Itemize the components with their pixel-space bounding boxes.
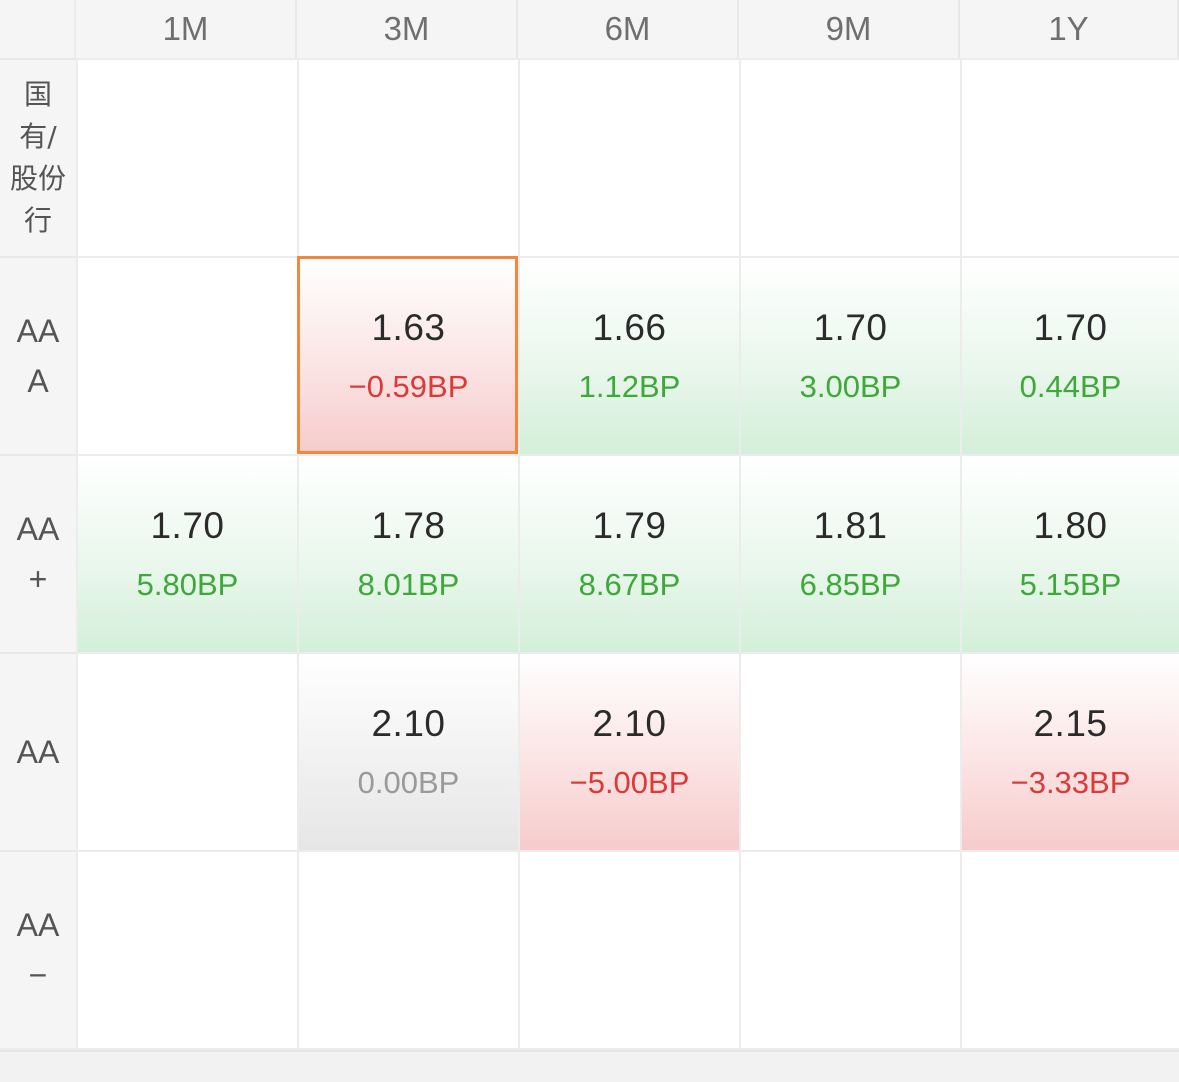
rate-cell-aa-9m[interactable] xyxy=(739,652,960,850)
rate-cell-aa-1m[interactable] xyxy=(76,652,297,850)
rate-cell-state-joint-stock-bank-3m[interactable] xyxy=(297,58,518,256)
rate-cell-aaa-1y[interactable]: 1.70 0.44BP xyxy=(960,256,1179,454)
rate-cell-aaa-3m[interactable]: 1.63 −0.59BP xyxy=(297,256,518,454)
rate-value: 2.10 xyxy=(371,703,446,744)
rate-cell-aa-1y[interactable]: 2.15 −3.33BP xyxy=(960,652,1179,850)
rate-value: 2.10 xyxy=(592,703,667,744)
column-header-6m[interactable]: 6M xyxy=(518,0,739,58)
column-header-9m[interactable]: 9M xyxy=(739,0,960,58)
column-header-1y[interactable]: 1Y xyxy=(960,0,1179,58)
rate-change: 1.12BP xyxy=(578,369,681,404)
rate-cell-aa-plus-3m[interactable]: 1.78 8.01BP xyxy=(297,454,518,652)
row-state-joint-stock-bank-label: 国 有/ 股份 行 xyxy=(0,58,76,256)
rate-value: 1.79 xyxy=(592,505,667,546)
rate-value: 1.81 xyxy=(813,505,888,546)
rate-cell-state-joint-stock-bank-1m[interactable] xyxy=(76,58,297,256)
rate-change: 8.67BP xyxy=(578,567,681,602)
rate-change: 0.44BP xyxy=(1019,369,1122,404)
rate-cell-aa-minus-3m[interactable] xyxy=(297,850,518,1048)
rate-cell-aaa-9m[interactable]: 1.70 3.00BP xyxy=(739,256,960,454)
rate-value: 1.78 xyxy=(371,505,446,546)
rate-cell-aaa-6m[interactable]: 1.66 1.12BP xyxy=(518,256,739,454)
rate-cell-aa-plus-1y[interactable]: 1.80 5.15BP xyxy=(960,454,1179,652)
rate-cell-aa-minus-6m[interactable] xyxy=(518,850,739,1048)
rate-cell-aa-3m[interactable]: 2.10 0.00BP xyxy=(297,652,518,850)
rate-cell-aaa-1m[interactable] xyxy=(76,256,297,454)
rate-value: 1.80 xyxy=(1033,505,1108,546)
rate-cell-state-joint-stock-bank-9m[interactable] xyxy=(739,58,960,256)
matrix-footer xyxy=(0,1050,1179,1082)
rate-cell-aa-minus-1m[interactable] xyxy=(76,850,297,1048)
row-aa-plus-label: AA + xyxy=(0,454,76,652)
rate-change: 6.85BP xyxy=(799,567,902,602)
rate-value: 1.70 xyxy=(1033,307,1108,348)
rate-value: 1.70 xyxy=(150,505,225,546)
rate-value: 1.70 xyxy=(813,307,888,348)
rate-cell-aa-minus-1y[interactable] xyxy=(960,850,1179,1048)
rate-cell-aa-plus-9m[interactable]: 1.81 6.85BP xyxy=(739,454,960,652)
rate-cell-aa-6m[interactable]: 2.10 −5.00BP xyxy=(518,652,739,850)
rate-change: 3.00BP xyxy=(799,369,902,404)
rate-change: 5.80BP xyxy=(136,567,239,602)
row-aaa-label: AA A xyxy=(0,256,76,454)
rate-cell-aa-plus-1m[interactable]: 1.70 5.80BP xyxy=(76,454,297,652)
row-aa-label: AA xyxy=(0,652,76,850)
rate-change: −5.00BP xyxy=(569,765,690,800)
matrix-corner xyxy=(0,0,76,58)
rate-matrix: 1M 3M 6M 9M 1Y 国 有/ 股份 行 AA A 1.63 −0.59BP 1… xyxy=(0,0,1179,1050)
rate-value: 1.63 xyxy=(371,307,446,348)
rate-cell-state-joint-stock-bank-6m[interactable] xyxy=(518,58,739,256)
rate-change: 5.15BP xyxy=(1019,567,1122,602)
rate-value: 1.66 xyxy=(592,307,667,348)
rate-cell-state-joint-stock-bank-1y[interactable] xyxy=(960,58,1179,256)
rate-change: 8.01BP xyxy=(357,567,460,602)
column-header-3m[interactable]: 3M xyxy=(297,0,518,58)
rate-change: −3.33BP xyxy=(1010,765,1131,800)
rate-change: −0.59BP xyxy=(348,369,469,404)
rate-value: 2.15 xyxy=(1033,703,1108,744)
column-header-1m[interactable]: 1M xyxy=(76,0,297,58)
rate-change: 0.00BP xyxy=(357,765,460,800)
rate-cell-aa-plus-6m[interactable]: 1.79 8.67BP xyxy=(518,454,739,652)
rate-cell-aa-minus-9m[interactable] xyxy=(739,850,960,1048)
row-aa-minus-label: AA − xyxy=(0,850,76,1048)
